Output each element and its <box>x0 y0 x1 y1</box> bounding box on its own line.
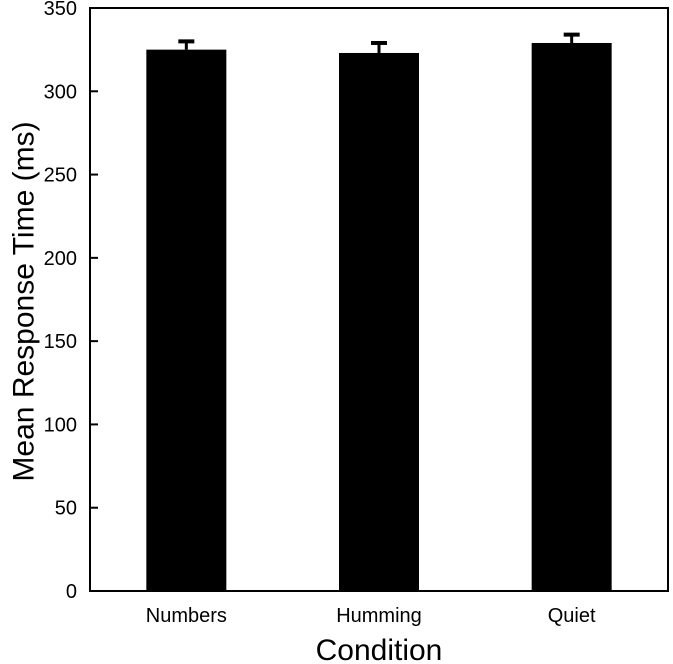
plot-area-frame <box>89 7 669 592</box>
bar-quiet <box>531 42 612 592</box>
y-axis-title: Mean Response Time (ms) <box>8 121 41 481</box>
y-tick-label: 350 <box>44 0 77 20</box>
x-tick-label-numbers: Numbers <box>146 605 227 627</box>
bars-layer <box>146 42 612 592</box>
y-tick-label: 50 <box>55 498 77 520</box>
y-tick-label: 250 <box>44 165 77 187</box>
x-tick-label-humming: Humming <box>336 605 422 627</box>
x-axis-title: Condition <box>316 634 443 664</box>
x-tick-label-quiet: Quiet <box>548 605 596 627</box>
error-bars-layer <box>178 32 580 53</box>
error-bar-numbers <box>178 39 195 50</box>
y-tick-label: 200 <box>44 248 77 270</box>
x-axis-ticks: Numbers Humming Quiet <box>146 605 596 627</box>
bar-numbers <box>146 49 227 591</box>
y-axis-ticks: 0 50 100 150 200 250 300 350 <box>44 0 98 603</box>
y-tick-label: 300 <box>44 81 77 103</box>
y-tick-label: 0 <box>66 581 77 603</box>
y-tick-label: 150 <box>44 331 77 353</box>
bar-humming <box>339 52 419 591</box>
error-bar-quiet <box>563 32 580 43</box>
error-bar-humming <box>371 40 387 53</box>
y-tick-label: 100 <box>44 414 77 436</box>
